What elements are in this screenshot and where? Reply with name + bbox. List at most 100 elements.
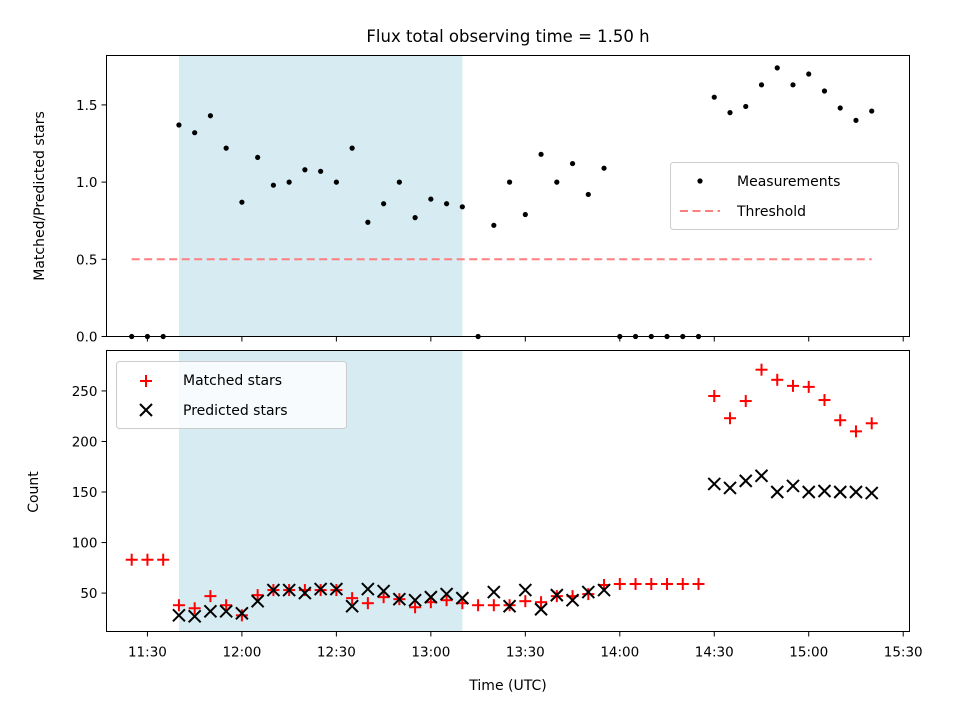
matched-star-point: [172, 599, 185, 612]
matched-star-point: [472, 599, 485, 612]
bottom-y-tick-label: 250: [72, 384, 98, 400]
matched-star-point: [235, 609, 248, 622]
predicted-star-point: [550, 588, 564, 602]
measurement-point: [459, 204, 465, 210]
predicted-star-point: [754, 469, 769, 483]
bottom-x-tick-label: 13:00: [411, 645, 450, 661]
measurement-point: [176, 122, 182, 128]
measurement-point: [302, 167, 308, 173]
bottom-x-tick-label: 15:30: [884, 645, 923, 661]
matched-star-point: [692, 577, 705, 590]
top-y-axis-label: Matched/Predicted stars: [32, 111, 48, 281]
matched-star-point: [739, 395, 752, 408]
bottom-x-tick-label: 14:00: [600, 645, 639, 661]
predicted-star-point: [250, 594, 265, 608]
predicted-star-point: [187, 609, 202, 624]
matched-star-point: [724, 412, 737, 425]
measurement-point: [506, 179, 513, 185]
predicted-star-point: [439, 587, 454, 601]
measurement-point: [255, 154, 261, 161]
measurement-point: [443, 201, 450, 207]
legend-predicted-label: Predicted stars: [183, 403, 288, 419]
bottom-x-tick-label: 13:30: [506, 645, 545, 661]
predicted-star-point: [707, 477, 721, 491]
top-legend-box: [670, 162, 899, 230]
predicted-star-point: [849, 485, 863, 499]
top-y-tick-label: 0.5: [76, 252, 97, 268]
predicted-star-point: [817, 484, 832, 498]
predicted-star-point: [266, 583, 281, 597]
measurement-point: [270, 182, 276, 188]
matched-star-point: [613, 577, 626, 590]
matched-star-point: [346, 592, 359, 605]
predicted-star-point: [424, 590, 438, 604]
predicted-star-point: [534, 602, 548, 616]
predicted-star-point: [376, 584, 391, 598]
top-plot-frame: [106, 55, 910, 337]
bottom-legend-box: [116, 361, 347, 429]
matched-star-point: [582, 588, 595, 601]
measurement-point: [365, 219, 371, 225]
measurement-point: [522, 211, 528, 218]
bottom-x-tick-label: 12:00: [222, 645, 261, 661]
matched-star-point: [535, 596, 548, 609]
predicted-star-point: [581, 585, 596, 599]
top-y-ticks: 0.0 0.5 1.0 1.5: [76, 98, 107, 346]
bottom-x-tick-label: 15:00: [789, 645, 828, 661]
matched-star-point: [865, 417, 878, 430]
measurement-point: [428, 196, 434, 202]
count-points: [125, 363, 879, 624]
bottom-y-tick-label: 100: [72, 536, 98, 552]
bottom-y-tick-label: 50: [80, 586, 97, 602]
matched-star-point: [125, 553, 138, 566]
predicted-star-point: [770, 485, 784, 499]
predicted-star-point: [597, 583, 611, 597]
predicted-star-point: [392, 592, 407, 606]
matched-star-point: [377, 591, 390, 604]
top-y-tick-label: 0.0: [76, 330, 97, 346]
measurement-point: [381, 201, 387, 207]
top-x-ticks: [146, 336, 904, 342]
measurement-point: [743, 103, 749, 110]
bottom-legend: Matched stars Predicted stars: [116, 361, 347, 429]
predicted-star-point: [739, 474, 753, 488]
top-y-tick-label: 1.0: [76, 175, 97, 191]
legend-matched-marker: [140, 375, 152, 387]
measurement-point: [806, 71, 812, 77]
matched-star-point: [361, 597, 374, 610]
predicted-star-point: [723, 481, 737, 495]
measurement-point: [412, 215, 418, 221]
matched-star-point: [220, 599, 233, 612]
measurement-point: [239, 199, 245, 205]
bottom-y-tick-label: 200: [72, 434, 98, 450]
bottom-x-tick-label: 12:30: [317, 645, 356, 661]
predicted-star-point: [203, 604, 218, 618]
legend-measurements-marker: [697, 178, 703, 184]
measurement-point: [318, 168, 324, 174]
predicted-star-point: [298, 586, 312, 600]
bottom-panel: 50 100 150 200 250 11:30 12:00 12:30 13:00 13:30…: [26, 350, 923, 694]
matched-star-point: [771, 373, 784, 386]
measurement-point: [821, 88, 828, 94]
predicted-star-point: [865, 486, 879, 500]
matched-star-point: [204, 590, 217, 603]
measurement-point: [349, 145, 355, 151]
predicted-star-point: [408, 593, 422, 607]
matched-star-point: [661, 577, 674, 590]
measurement-point: [758, 82, 765, 88]
predicted-star-point: [502, 599, 517, 613]
matched-star-point: [786, 379, 799, 392]
top-legend: Measurements Threshold: [670, 162, 899, 230]
matched-star-point: [157, 553, 170, 566]
bottom-y-ticks: 50 100 150 200 250: [72, 384, 107, 602]
matched-star-point: [487, 599, 500, 612]
measurement-point: [223, 145, 229, 151]
bottom-y-axis-label: Count: [26, 471, 42, 513]
legend-threshold-label: Threshold: [736, 204, 806, 220]
x-axis-label: Time (UTC): [468, 678, 546, 694]
predicted-star-point: [345, 599, 359, 613]
predicted-star-point: [833, 485, 847, 499]
measurement-point: [286, 179, 292, 185]
predicted-star-point: [487, 585, 501, 599]
